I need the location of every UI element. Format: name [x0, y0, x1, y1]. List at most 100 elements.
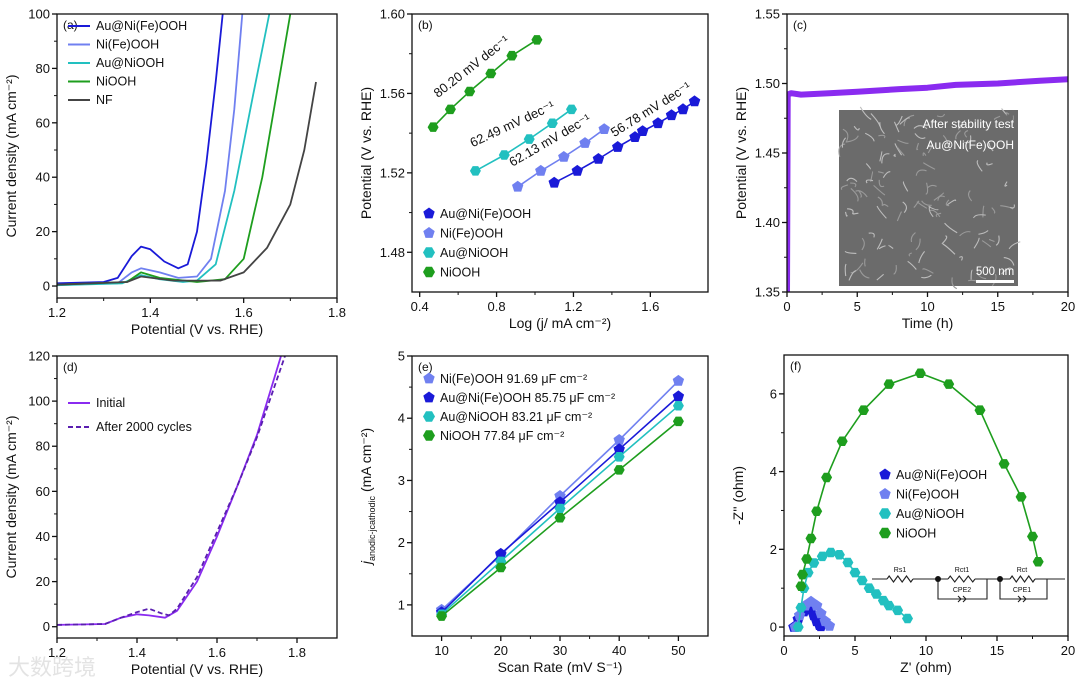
y-tick-label: 120 — [28, 349, 50, 364]
data-point — [836, 436, 848, 446]
data-point — [629, 131, 641, 142]
nanosheet-texture — [865, 163, 871, 170]
x-tick-label: 10 — [919, 643, 933, 658]
legend-item: NiOOH — [423, 266, 480, 280]
nanosheet-texture — [877, 171, 885, 174]
y-tick-label: 0 — [770, 620, 777, 635]
nanosheet-texture — [1000, 205, 1014, 210]
plot-frame — [783, 354, 1069, 637]
data-point — [546, 118, 558, 128]
data-point — [816, 551, 828, 562]
plot-area — [435, 374, 685, 621]
nanosheet-texture — [838, 143, 846, 158]
nanosheet-texture — [1011, 115, 1014, 127]
nanosheet-texture — [937, 195, 945, 201]
y-tick-label: 1.60 — [380, 7, 405, 22]
nanosheet-texture — [913, 200, 920, 208]
circuit-node — [997, 576, 1003, 582]
data-point — [579, 137, 591, 148]
y-axis-label: Potential (V vs. RHE) — [358, 87, 374, 219]
legend-label: NF — [96, 93, 113, 107]
nanosheet-texture — [922, 268, 934, 274]
sem-image-background — [839, 110, 1018, 286]
x-tick-label: 15 — [991, 299, 1005, 314]
series-line-au-niooh — [57, 14, 271, 287]
nanosheet-texture — [894, 143, 903, 156]
legend-marker — [423, 391, 435, 403]
nanosheet-texture — [1003, 257, 1015, 266]
circuit-label: CPE2 — [953, 587, 971, 594]
scale-bar — [976, 280, 1014, 283]
data-point — [444, 104, 456, 115]
nanosheet-texture — [928, 205, 934, 218]
nanosheet-texture — [844, 250, 857, 254]
legend-marker — [423, 227, 435, 238]
legend-label: NiOOH — [96, 75, 136, 89]
nanosheet-texture — [981, 240, 992, 248]
x-axis-label: Log (j/ mA cm⁻²) — [509, 315, 611, 331]
y-tick-label: 60 — [36, 115, 50, 130]
y-tick-label: 1.50 — [755, 76, 780, 91]
legend-label: Au@NiOOH — [440, 246, 508, 260]
legend-item: After 2000 cycles — [68, 420, 192, 434]
data-point — [974, 405, 986, 415]
x-tick-label: 10 — [920, 299, 934, 314]
y-axis-label-part: anodic-jcathodic — [367, 495, 377, 561]
panel-d: 1.2 1.4 1.6 1.8 0 20 40 60 80 100 120 Potential (V … — [3, 349, 338, 677]
nanosheet-texture — [936, 113, 946, 118]
x-tick-label: 1.2 — [48, 645, 66, 660]
nanosheet-texture — [944, 222, 958, 234]
series-line-initial — [57, 356, 282, 626]
nanosheet-texture — [976, 268, 987, 280]
y-tick-label: 0 — [43, 619, 50, 634]
y-tick-label: 2 — [770, 542, 777, 557]
nanosheet-texture — [846, 177, 858, 182]
data-point — [535, 164, 547, 176]
legend-label: NiOOH — [440, 266, 480, 280]
legend-item: NF — [68, 93, 113, 107]
plot-area — [787, 76, 1068, 292]
data-point — [825, 547, 837, 558]
legend-item: NiOOH 77.84 μF cm⁻² — [423, 429, 564, 443]
nanosheet-texture — [882, 171, 891, 178]
data-point — [805, 533, 817, 544]
nanosheet-texture — [964, 130, 969, 138]
data-point — [464, 86, 476, 97]
plot-frame — [411, 355, 709, 637]
legend: Initial After 2000 cycles — [68, 396, 192, 434]
legend-label: Ni(Fe)OOH — [96, 38, 159, 52]
resistor-symbol — [947, 575, 976, 583]
x-tick-label: 1.8 — [288, 645, 306, 660]
y-tick-label: 0 — [43, 279, 50, 294]
nanosheet-texture — [882, 203, 889, 207]
y-tick-label: 100 — [28, 7, 50, 22]
data-point — [801, 554, 813, 564]
nanosheet-texture — [921, 274, 932, 279]
nanosheet-texture — [897, 139, 909, 144]
panel-label: (b) — [418, 18, 433, 32]
y-tick-label: 2 — [398, 535, 405, 550]
plot-frame — [786, 13, 1069, 293]
plot-area — [57, 14, 317, 287]
x-axis-label: Z' (ohm) — [900, 659, 952, 675]
nanosheet-texture — [852, 212, 859, 215]
y-tick-label: 20 — [36, 574, 50, 589]
legend-label: NiOOH 77.84 μF cm⁻² — [440, 429, 564, 443]
x-tick-label: 30 — [553, 643, 567, 658]
nanosheet-texture — [986, 162, 993, 166]
x-tick-label: 1.8 — [328, 305, 346, 320]
series-line-nf — [57, 81, 317, 286]
nanosheet-texture — [841, 137, 847, 148]
nanosheet-texture — [993, 115, 1001, 120]
legend: Au@Ni(Fe)OOH Ni(Fe)OOH Au@NiOOH NiOOH — [423, 207, 531, 280]
data-point — [811, 506, 823, 516]
nanosheet-texture — [868, 232, 875, 238]
data-point — [815, 607, 827, 619]
data-point — [672, 374, 685, 386]
x-tick-label: 0 — [780, 643, 787, 658]
data-point — [427, 122, 439, 132]
nanosheet-texture — [959, 231, 971, 237]
legend-marker — [423, 247, 435, 258]
x-tick-label: 1.4 — [141, 305, 159, 320]
cpe-symbol — [957, 595, 967, 603]
